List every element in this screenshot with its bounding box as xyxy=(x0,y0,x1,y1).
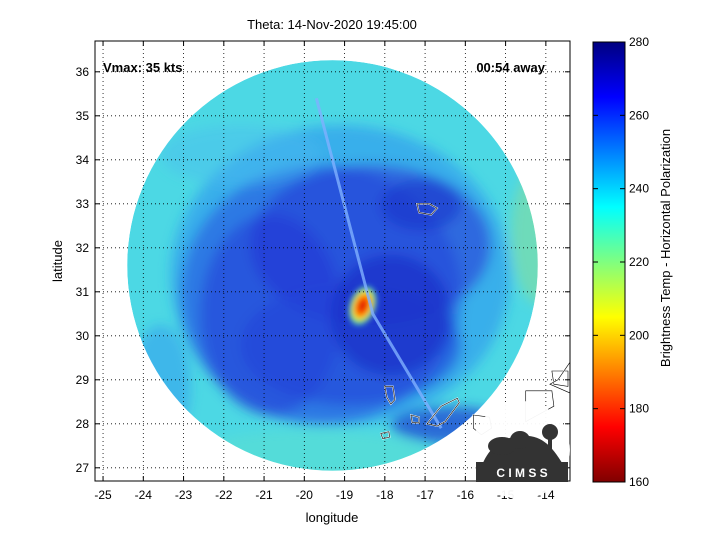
coast-tenerife-outline xyxy=(426,397,460,427)
cimss-logo: C I M S S xyxy=(472,401,570,499)
y-tick-label: 30 xyxy=(76,329,90,343)
y-tick-label: 33 xyxy=(76,197,90,211)
axes-box xyxy=(94,40,571,482)
x-tick-label: -18 xyxy=(376,488,394,502)
y-tick-label: 31 xyxy=(76,285,90,299)
colorbar-tick-label: 240 xyxy=(629,182,649,196)
swath-cloud-10 xyxy=(510,165,538,305)
colorbar-tick-label: 220 xyxy=(629,255,649,269)
x-axis-label: longitude xyxy=(306,510,359,525)
y-tick-label: 27 xyxy=(76,461,90,475)
y-tick-label: 35 xyxy=(76,109,90,123)
grid xyxy=(95,41,570,481)
swath-cloud-9 xyxy=(160,125,321,185)
y-axis-label: latitude xyxy=(50,240,65,282)
y-axis-ticks: 27 28 29 30 31 32 33 34 35 36 xyxy=(76,65,570,475)
coast-africa-outline xyxy=(549,361,570,394)
swath-image xyxy=(127,60,538,471)
y-tick-label: 28 xyxy=(76,417,90,431)
y-tick-label: 34 xyxy=(76,153,90,167)
x-tick-label: -20 xyxy=(296,488,314,502)
colorbar-tick-label: 180 xyxy=(629,402,649,416)
warm-core xyxy=(347,284,378,327)
colorbar-tick-label: 160 xyxy=(629,475,649,489)
vmax-annotation: Vmax: 35 kts xyxy=(103,60,183,75)
y-tick-label: 32 xyxy=(76,241,90,255)
coast-la-gomera-outline xyxy=(410,414,420,424)
swath-cloud-5 xyxy=(330,255,451,375)
y-tick-label: 36 xyxy=(76,65,90,79)
x-tick-label: -17 xyxy=(416,488,434,502)
x-tick-label: -24 xyxy=(135,488,153,502)
x-tick-label: -16 xyxy=(457,488,475,502)
x-tick-label: -22 xyxy=(215,488,233,502)
coast-el-hierro-outline xyxy=(380,431,390,440)
coast-lanzarote-outline xyxy=(551,370,569,387)
swath-cloud-6 xyxy=(380,180,461,230)
x-tick-label: -25 xyxy=(94,488,112,502)
colorbar-tick-label: 280 xyxy=(629,35,649,49)
time-away-annotation: 00:54 away xyxy=(476,60,545,75)
y-tick-label: 29 xyxy=(76,373,90,387)
x-tick-label: -21 xyxy=(255,488,273,502)
x-tick-label: -19 xyxy=(336,488,354,502)
x-tick-label: -23 xyxy=(175,488,193,502)
colorbar-label: Brightness Temp - Horizontal Polarizatio… xyxy=(658,129,673,367)
cimss-logo-text: C I M S S xyxy=(496,466,547,480)
coast-la-palma-outline xyxy=(384,386,396,405)
colorbar xyxy=(592,41,626,483)
swath-artifact-line xyxy=(314,97,443,429)
chart-title: Theta: 14-Nov-2020 19:45:00 xyxy=(247,17,417,32)
colorbar-tick-label: 200 xyxy=(629,328,649,342)
colorbar-ticks: 160 180 200 220 240 260 280 xyxy=(593,35,649,489)
colorbar-tick-label: 260 xyxy=(629,108,649,122)
